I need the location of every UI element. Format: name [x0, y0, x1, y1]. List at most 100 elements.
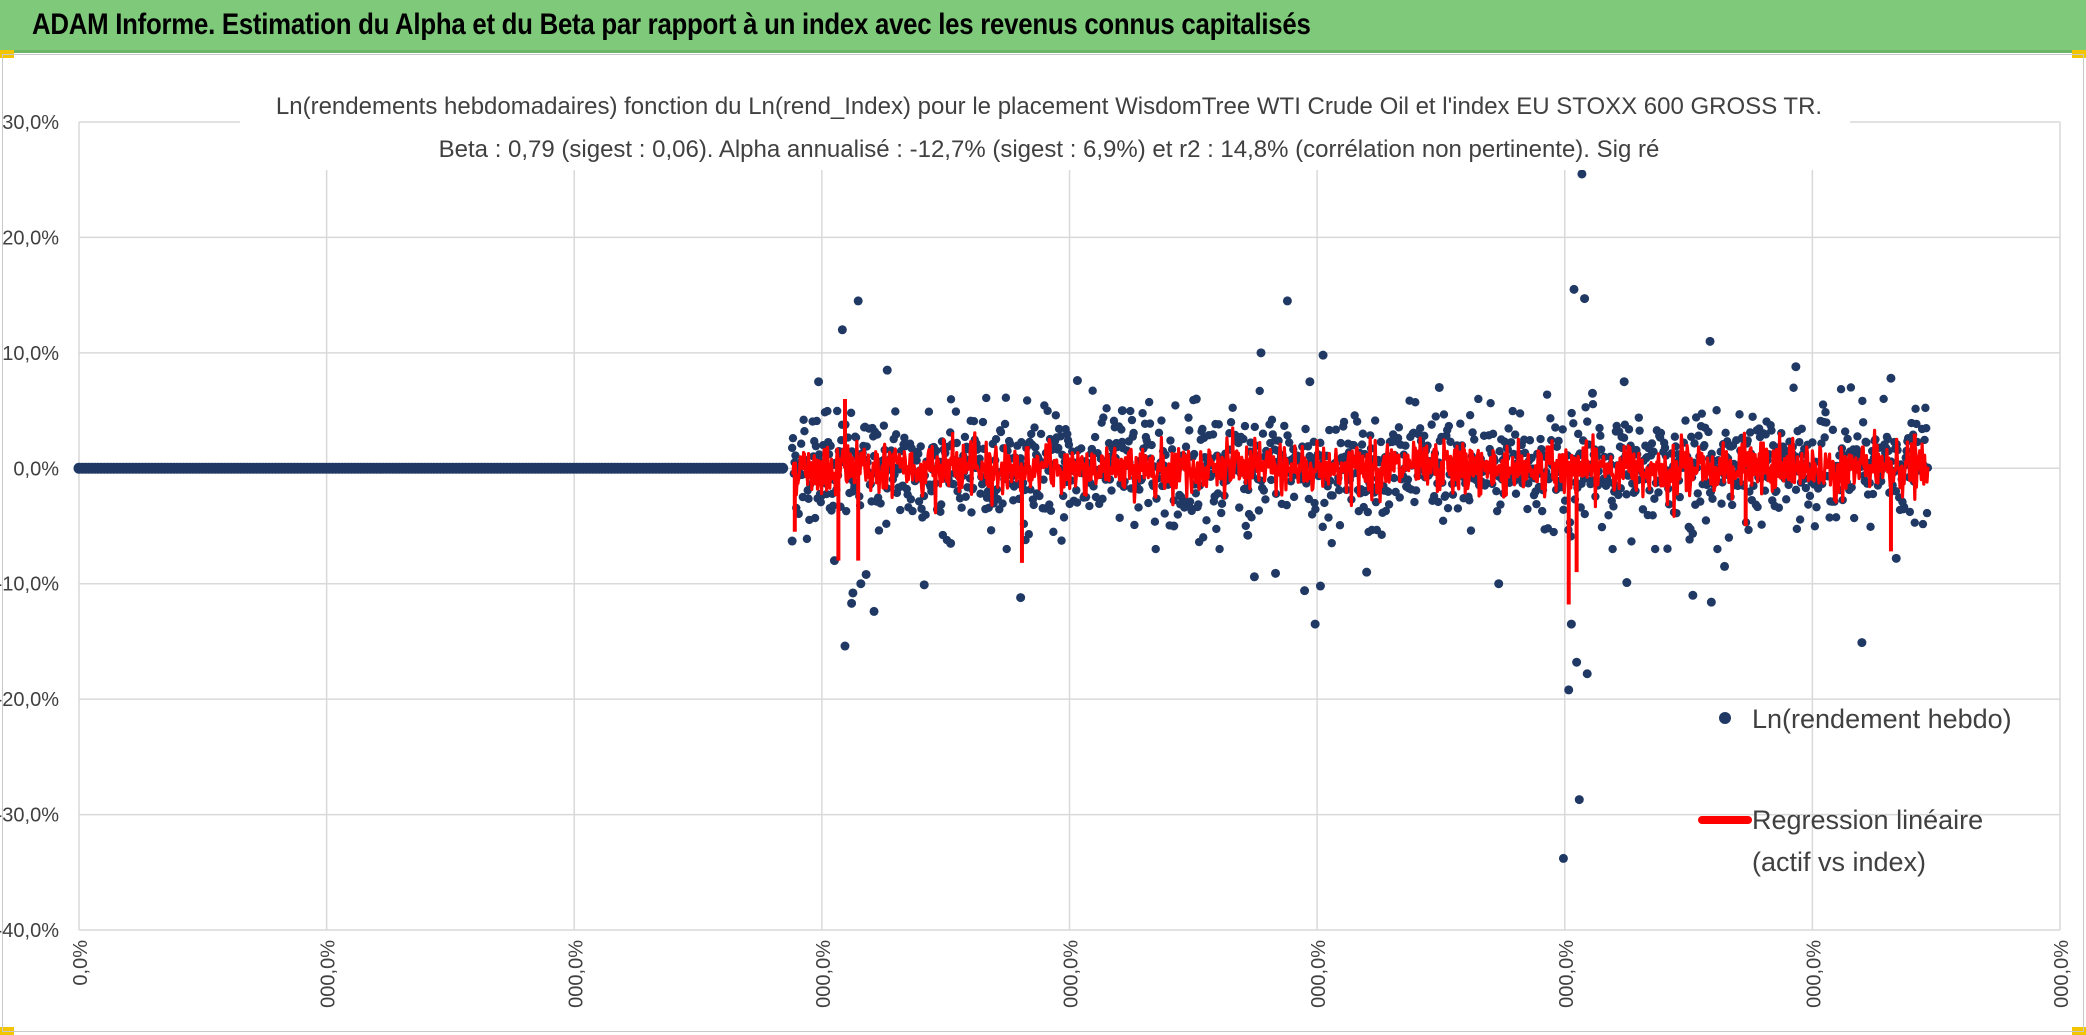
scatter-point-1625 [1016, 593, 1026, 603]
scatter-point-301 [851, 433, 861, 442]
scatter-point-920 [1358, 429, 1368, 438]
scatter-point-512 [1024, 530, 1033, 539]
scatter-point-1232 [1614, 490, 1623, 500]
scatter-point-234 [796, 439, 806, 448]
scatter-point-935 [1370, 416, 1380, 425]
scatter-point-1284 [1656, 428, 1666, 438]
scatter-point-613 [1107, 486, 1116, 495]
scatter-series [73, 169, 1933, 863]
scatter-point-335 [879, 421, 889, 430]
scatter-point-1121 [1523, 504, 1532, 514]
scatter-point-743 [1213, 489, 1223, 498]
x-tick-label-6: 000,0% [1556, 940, 1578, 1008]
scatter-point-1274 [1648, 511, 1657, 520]
scatter-point-542 [1049, 527, 1058, 537]
scatter-point-1656 [1705, 336, 1715, 346]
scatter-point-788 [1250, 422, 1259, 432]
scatter-point-442 [967, 508, 976, 517]
scatter-point-514 [1026, 485, 1035, 494]
scatter-point-1649 [1580, 294, 1590, 304]
scatter-point-871 [1318, 522, 1327, 532]
scatter-point-1446 [1789, 383, 1798, 392]
scatter-point-744 [1214, 420, 1223, 429]
scatter-point-1257 [1634, 413, 1644, 422]
scatter-point-252 [811, 441, 821, 451]
scatter-point-616 [1109, 416, 1119, 425]
scatter-point-724 [1198, 424, 1207, 434]
scatter-point-660 [1145, 419, 1155, 428]
scatter-point-1289 [1660, 443, 1670, 452]
scatter-point-1516 [1846, 383, 1856, 392]
scatter-point-1530 [1858, 396, 1867, 406]
scatter-point-995 [1420, 431, 1429, 441]
scatter-point-623 [1115, 513, 1124, 522]
x-tick-label-4: 000,0% [1061, 940, 1083, 1008]
scatter-point-1036 [1453, 504, 1463, 513]
x-tick-label-2: 000,0% [565, 940, 587, 1008]
scatter-point-1466 [1805, 491, 1815, 501]
y-tick-label-2: 10,0% [2, 343, 59, 365]
scatter-point-1449 [1791, 485, 1801, 495]
y-tick-label-4: -10,0% [0, 574, 59, 596]
scatter-point-266 [823, 406, 832, 416]
scatter-point-289 [842, 506, 851, 516]
scatter-point-551 [1056, 432, 1065, 441]
scatter-point-1617 [861, 569, 871, 579]
scatter-point-850 [1301, 424, 1310, 434]
scatter-point-1107 [1511, 489, 1521, 498]
scatter-point-489 [1005, 439, 1015, 448]
scatter-point-929 [1366, 431, 1375, 440]
scatter-point-331 [876, 499, 885, 508]
scatter-point-972 [1401, 441, 1410, 450]
scatter-point-1556 [1879, 394, 1888, 404]
scatter-point-646 [1134, 503, 1143, 512]
scatter-point-830 [1284, 438, 1294, 447]
scatter-point-862 [1311, 505, 1320, 514]
y-tick-label-0: 30,0% [2, 112, 59, 134]
scatter-point-1629 [1191, 394, 1201, 404]
scatter-point-678 [1160, 509, 1169, 518]
scatter-point-1621 [837, 325, 847, 335]
scatter-point-445 [969, 417, 979, 426]
scatter-point-1103 [1508, 406, 1517, 416]
scatter-point-625 [1117, 425, 1126, 434]
scatter-point-1494 [1828, 425, 1838, 435]
regression-line [790, 426, 1930, 518]
scatter-point-360 [900, 433, 909, 442]
scatter-point-1407 [1757, 520, 1766, 529]
scatter-point-747 [1217, 508, 1226, 518]
scatter-point-1183 [1574, 429, 1583, 439]
scatter-point-1201 [1588, 400, 1598, 409]
scatter-point-251 [810, 513, 820, 523]
scatter-point-1025 [1444, 421, 1454, 431]
scatter-point-594 [1091, 492, 1101, 502]
scatter-point-1353 [1713, 544, 1722, 554]
scatter-point-602 [1098, 494, 1107, 504]
scatter-point-1325 [1690, 439, 1699, 448]
scatter-point-510 [1022, 396, 1032, 405]
scatter-point-1643 [1564, 685, 1574, 695]
scatter-point-1314 [1681, 416, 1690, 425]
scatter-point-1650 [1558, 853, 1568, 863]
scatter-point-539 [1046, 506, 1056, 516]
scatter-point-784 [1247, 513, 1256, 522]
scatter-point-1191 [1580, 509, 1589, 519]
scatter-point-777 [1241, 521, 1250, 531]
scatter-point-1658 [1720, 561, 1730, 571]
scatter-point-1346 [1707, 449, 1716, 458]
scatter-point-478 [996, 427, 1006, 437]
scatter-point-990 [1415, 424, 1425, 433]
scatter-point-484 [1001, 393, 1011, 402]
scatter-point-1661 [1886, 373, 1896, 383]
scatter-point-1606 [1920, 435, 1929, 445]
scatter-point-828 [1283, 431, 1292, 440]
scatter-point-1419 [1767, 426, 1776, 435]
scatter-point-1273 [1647, 439, 1657, 448]
scatter-point-1535 [1862, 438, 1871, 447]
scatter-point-647 [1135, 485, 1144, 494]
scatter-point-1604 [1918, 519, 1928, 529]
scatter-point-1657 [1706, 597, 1716, 607]
scatter-point-1616 [856, 579, 866, 589]
scatter-point-1019 [1439, 410, 1449, 419]
